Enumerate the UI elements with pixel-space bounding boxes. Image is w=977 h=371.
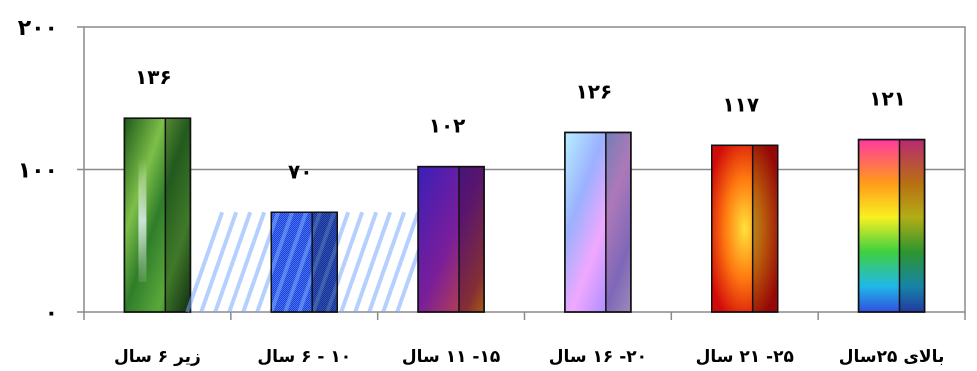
bar — [185, 211, 435, 313]
bar-body — [123, 117, 192, 313]
bar-stripe — [381, 211, 421, 313]
bar-stripe — [241, 211, 281, 313]
bar-stripe — [255, 211, 295, 313]
bar-stripe — [185, 211, 225, 313]
data-label: ۱۲۱ — [869, 87, 906, 111]
bar-outline — [711, 144, 779, 313]
bar-stripe — [199, 211, 239, 313]
bar-side-shade — [752, 145, 778, 312]
data-label: ۱۳۶ — [135, 65, 172, 89]
bar-outline — [417, 165, 485, 313]
bar-stripe — [325, 211, 365, 313]
x-tick-label: زیر ۶ سال — [114, 347, 201, 367]
x-tick-label: بالای ۲۵سال — [839, 347, 945, 367]
bar-stripe — [283, 211, 323, 313]
data-label: ۱۲۶ — [576, 79, 613, 103]
bar-body — [564, 131, 632, 313]
bar-body — [711, 144, 779, 313]
bar-outline — [270, 211, 338, 313]
bar-stripe — [353, 211, 393, 313]
x-tick-label: ۱۵- ۱۱ سال — [402, 347, 500, 367]
bar-side-shade — [459, 166, 485, 312]
bar — [417, 165, 485, 313]
bar-stripe — [311, 211, 351, 313]
bar-side-shade — [312, 212, 338, 312]
bar-outline — [123, 117, 192, 313]
y-tick-label: ۱۰۰ — [18, 159, 58, 184]
bar-stripe — [227, 211, 267, 313]
bar-outline — [564, 131, 632, 313]
bar-stripe — [367, 211, 407, 313]
bar-texture-highlight — [138, 158, 147, 282]
bar-outline — [857, 138, 926, 313]
bar-stripe — [339, 211, 379, 313]
bar — [857, 138, 926, 313]
bar-side-shade — [165, 118, 191, 312]
bar-side-shade — [899, 139, 925, 312]
x-tick-label: ۲۵- ۲۱ سال — [696, 347, 794, 367]
x-tick-label: ۱۰ - ۶ سال — [257, 347, 351, 367]
bar-stripe — [213, 211, 253, 313]
data-label: ۱۰۲ — [429, 114, 466, 138]
bar — [123, 117, 192, 313]
bar-stripe — [269, 211, 309, 313]
bar — [711, 144, 779, 313]
x-tick-label: ۲۰- ۱۶ سال — [549, 347, 647, 367]
plot-area: ۰ ۱۰۰ ۲۰۰ ۱۳۶ زیر ۶ سال ۷۰ ۱۰ - ۶ سال ۱۰۲ ۱۵- ۱۱… — [18, 16, 966, 367]
y-tick-label: ۲۰۰ — [18, 16, 58, 41]
bar-stripe — [297, 211, 337, 313]
data-label: ۱۱۷ — [722, 92, 759, 116]
y-tick-label: ۰ — [45, 301, 58, 326]
bar-side-shade — [605, 132, 631, 312]
data-label: ۷۰ — [288, 159, 312, 183]
bar — [564, 131, 632, 313]
